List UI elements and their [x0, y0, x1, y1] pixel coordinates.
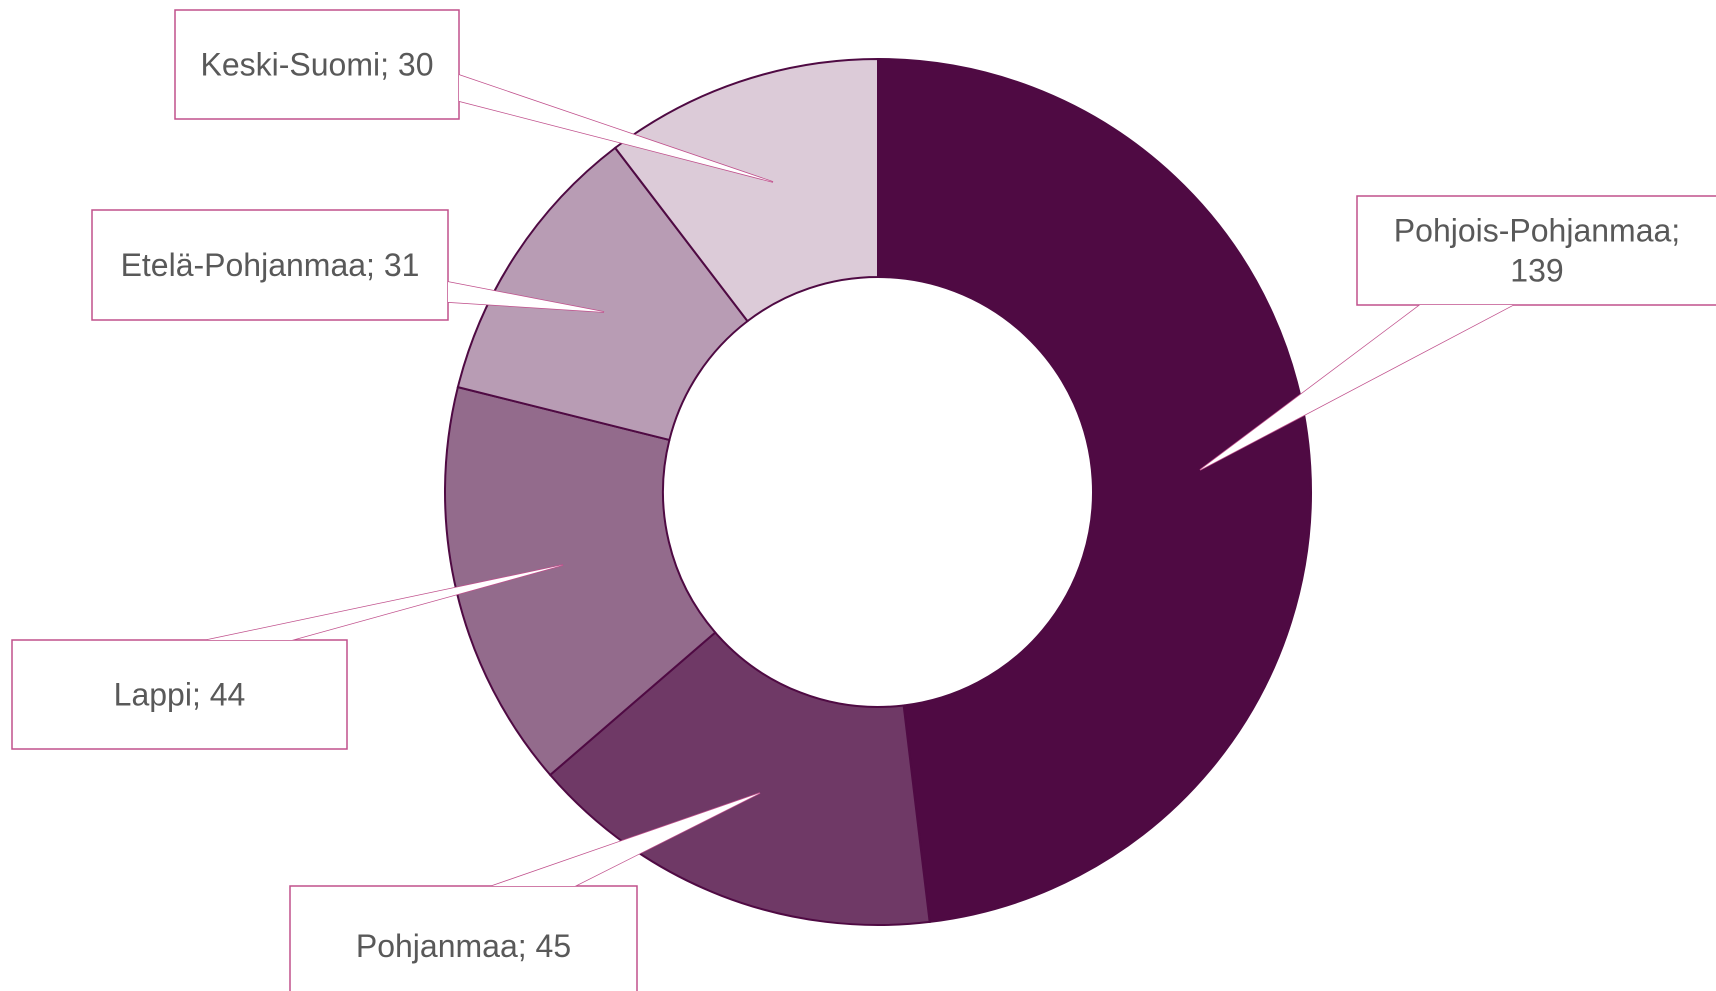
slice-pohjois-pohjanmaa: [877, 57, 1312, 924]
slice-etela-pohjanmaa: [456, 146, 749, 442]
slice-lappi: [444, 385, 717, 777]
data-label: 139: [1510, 253, 1563, 289]
callout-pointer-join: [492, 793, 760, 886]
callout-pohjanmaa: Pohjanmaa; 45: [289, 792, 761, 991]
data-label: Keski-Suomi; 30: [201, 47, 434, 83]
callout-pointer-join: [207, 565, 563, 640]
callout-pointer-join: [1200, 305, 1513, 470]
callout-pohjois-pohjanmaa: Pohjois-Pohjanmaa; 139: [1199, 195, 1716, 471]
callout-keski-suomi: Keski-Suomi; 30: [174, 9, 774, 183]
callout-box: [91, 209, 449, 321]
callout-lappi: Lappi; 44: [11, 564, 564, 750]
callouts-group: Pohjois-Pohjanmaa; 139 Pohjanmaa; 45 Lappi;…: [11, 9, 1716, 991]
callout-box: [11, 639, 348, 750]
callout-pointer-join: [459, 75, 773, 182]
data-label: Pohjois-Pohjanmaa;: [1394, 213, 1680, 249]
data-label: Etelä-Pohjanmaa; 31: [121, 247, 420, 283]
data-label: Lappi; 44: [114, 677, 246, 713]
callout-pointer-join: [448, 282, 604, 312]
slices-group: [444, 57, 1312, 926]
callout-box: [174, 9, 460, 120]
data-label: Pohjanmaa; 45: [356, 928, 571, 964]
slice-pohjanmaa: [548, 631, 931, 926]
slice-keski-suomi: [613, 57, 879, 323]
callout-box: [1356, 195, 1716, 306]
callout-etela-pohjanmaa: Etelä-Pohjanmaa; 31: [91, 209, 605, 321]
callout-box: [289, 885, 638, 991]
